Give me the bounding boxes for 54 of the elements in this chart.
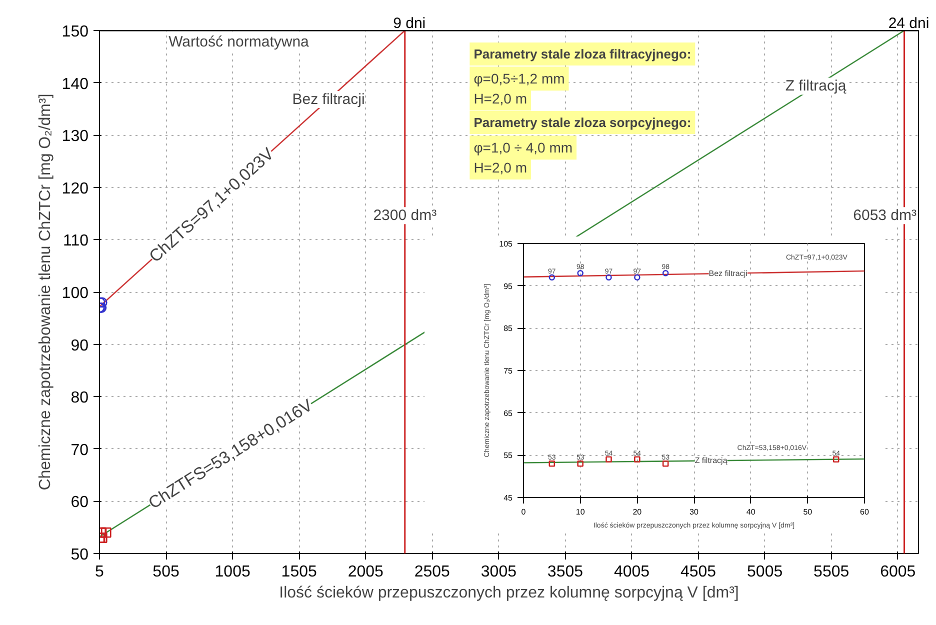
- y-tick-label: 85: [504, 324, 514, 334]
- y-tick-label: 50: [70, 546, 89, 564]
- x-tick-label: 50: [803, 508, 813, 516]
- annotation: H=2,0 m: [474, 90, 527, 106]
- y-tick-label: 80: [70, 390, 89, 407]
- x-tick-label: 1505: [281, 564, 317, 580]
- series-label: Z filtracją: [785, 78, 847, 95]
- x-tick-label: 30: [690, 508, 699, 516]
- ref-line-label: 9 dni: [393, 14, 426, 34]
- y-tick-label: 70: [70, 442, 89, 459]
- x-tick-label: 4505: [680, 564, 716, 580]
- x-tick-label: 2005: [348, 564, 384, 580]
- series-label: Z filtracją: [694, 456, 728, 466]
- x-tick-label: 5505: [814, 564, 850, 580]
- x-tick-label: 40: [746, 508, 756, 516]
- y-tick-label: 90: [70, 337, 89, 354]
- annotation: φ=1,0 ÷ 4,0 mm: [474, 140, 573, 156]
- x-tick-label: 1005: [214, 564, 250, 580]
- x-tick-label: 505: [152, 564, 180, 580]
- x-tick-label: 60: [860, 508, 870, 516]
- annotation: Parametry stale zloza sorpcyjnego:: [474, 115, 692, 130]
- x-tick-label: 3005: [480, 564, 517, 580]
- y-tick-label: 120: [62, 180, 89, 198]
- x-tick-label: 5005: [747, 564, 783, 580]
- y-tick-label: 95: [504, 282, 514, 291]
- annotation: 2300 dm³: [373, 207, 437, 224]
- y-tick-label: 45: [504, 494, 514, 502]
- y-tick-label: 130: [62, 128, 89, 146]
- x-tick-label: 4005: [614, 564, 650, 580]
- ref-line-label: 24 dni: [888, 14, 930, 34]
- x-tick-label: 10: [576, 508, 586, 516]
- x-tick-label: 6005: [880, 564, 916, 580]
- ref-line-label: Wartość normatywna: [168, 34, 310, 50]
- y-axis-title: Chemiczne zapotrzebowanie tlenu ChZTCr [mg O₂/dm³]: [36, 94, 54, 490]
- x-tick-label: 3505: [547, 564, 584, 580]
- y-tick-label: 105: [499, 240, 514, 248]
- annotation: 6053 dm³: [853, 207, 917, 224]
- y-tick-label: 75: [504, 366, 514, 376]
- annotation: φ=0,5÷1,2 mm: [474, 70, 565, 87]
- x-tick-label: 0: [521, 508, 526, 516]
- x-tick-label: 2505: [414, 564, 450, 580]
- x-axis-title: Ilość ścieków przepuszczonych przez kolumnę sorpcyjną V [dm³]: [279, 584, 739, 602]
- y-tick-label: 100: [62, 285, 89, 302]
- annotation: Parametry stale zloza filtracyjnego:: [474, 46, 692, 62]
- y-tick-label: 110: [62, 232, 89, 250]
- annotation: H=2,0 m: [474, 160, 527, 176]
- y-tick-label: 150: [62, 24, 89, 40]
- y-tick-label: 55: [504, 451, 514, 460]
- x-tick-label: 20: [632, 508, 642, 516]
- x-tick-label: 5: [95, 564, 104, 580]
- y-tick-label: 140: [62, 76, 89, 93]
- series-label: Bez filtracji: [292, 91, 365, 108]
- series-label: Bez filtracji: [708, 268, 748, 278]
- y-tick-label: 65: [504, 408, 514, 418]
